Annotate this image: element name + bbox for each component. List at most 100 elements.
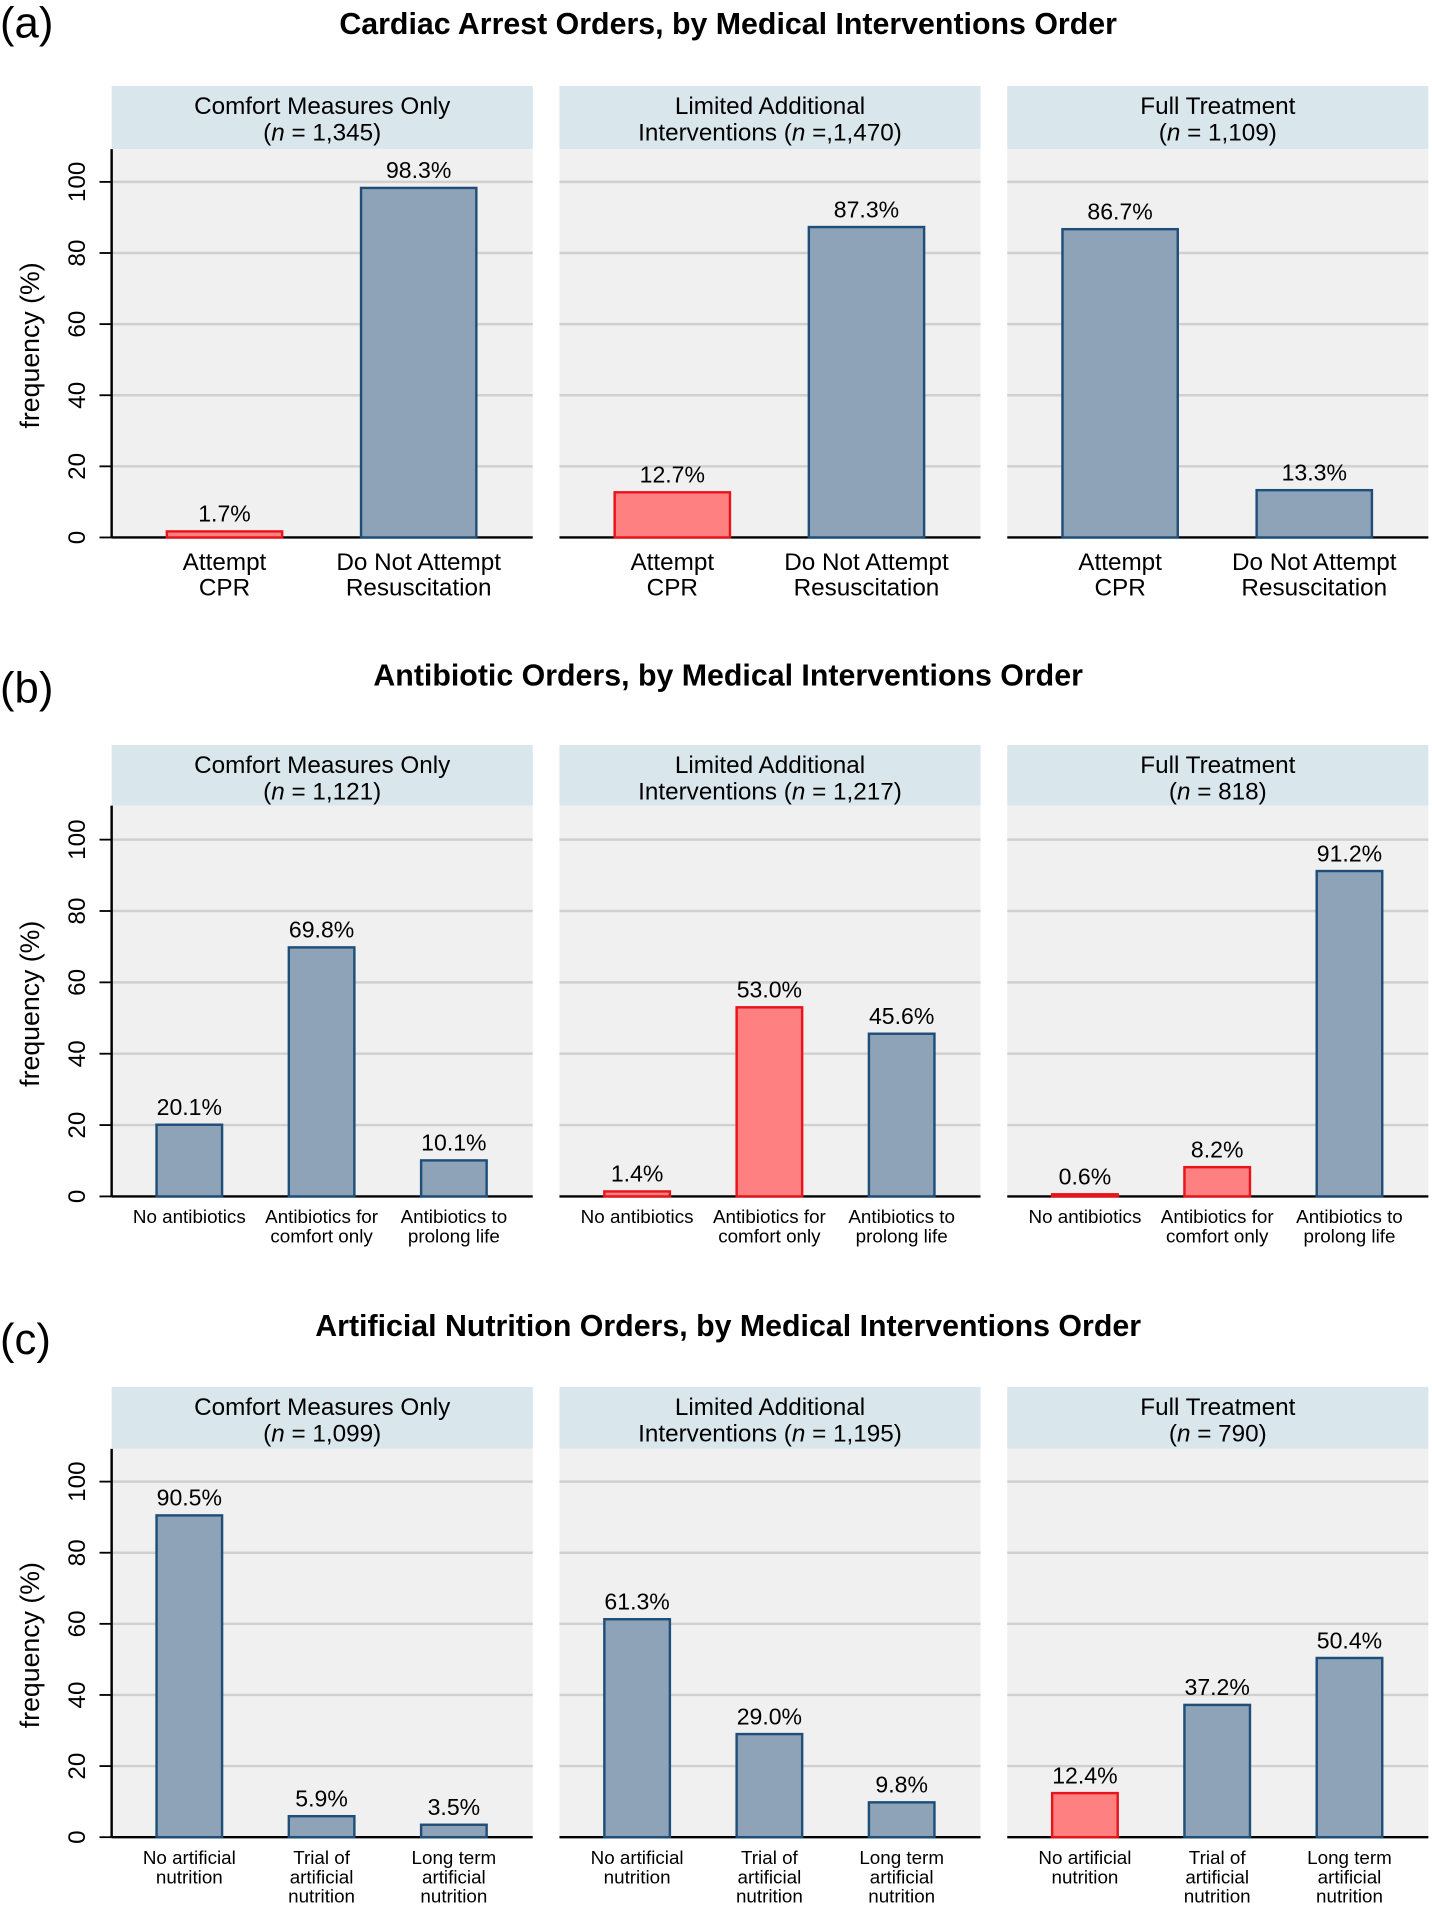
bar xyxy=(735,1006,804,1198)
panel: Comfort Measures Only(n = 1,121) 0 20 40 60 8… xyxy=(64,744,533,1247)
x-tick-label: artificial xyxy=(1185,1866,1249,1887)
x-tick-label: CPR xyxy=(647,575,698,602)
panel-subtitle: (n = 1,109) xyxy=(1159,120,1277,147)
x-tick-label: Long term xyxy=(859,1847,944,1868)
panel-header xyxy=(111,744,533,806)
x-tick-label: No antibiotics xyxy=(133,1206,246,1227)
n-value: = 1,099) xyxy=(285,1421,381,1448)
y-tick-label: 40 xyxy=(64,1040,91,1067)
data-label: 69.8% xyxy=(289,917,354,943)
x-tick-label: No antibiotics xyxy=(581,1206,694,1227)
n-value: = 790) xyxy=(1190,1421,1266,1448)
n-symbol: n xyxy=(271,1421,285,1448)
bar xyxy=(603,1618,672,1839)
panel: Full Treatment(n = 1,109) 86.7% AttemptCPR… xyxy=(1007,86,1429,602)
y-axis-label: frequency (%) xyxy=(15,1562,45,1728)
x-tick-label: Attempt xyxy=(1078,549,1162,576)
chart-title: Cardiac Arrest Orders, by Medical Interv… xyxy=(339,8,1117,41)
x-tick-label: comfort only xyxy=(270,1226,373,1247)
n-value: = 1,195) xyxy=(805,1421,901,1448)
x-tick-label: Antibiotics to xyxy=(1296,1206,1403,1227)
panel-title: Comfort Measures Only xyxy=(194,1394,451,1421)
bar xyxy=(1050,1193,1119,1198)
bar xyxy=(359,186,478,539)
chart-section-b: (b) Antibiotic Orders, by Medical Interve… xyxy=(0,660,1429,1247)
x-tick-label: artificial xyxy=(738,1866,802,1887)
y-tick-label: 100 xyxy=(64,162,91,203)
bar xyxy=(1050,1791,1119,1839)
data-label: 1.7% xyxy=(198,501,251,527)
x-tick-label: prolong life xyxy=(1303,1226,1395,1247)
panel-subtitle: (n = 818) xyxy=(1169,779,1267,806)
panel-header xyxy=(559,1386,981,1449)
n-value: = 1,109) xyxy=(1180,120,1276,147)
data-label: 45.6% xyxy=(869,1003,934,1029)
subtitle-prefix: Interventions ( xyxy=(638,1421,792,1448)
y-axis-label: frequency (%) xyxy=(15,921,45,1087)
data-label: 53.0% xyxy=(737,977,802,1003)
panel-title: Limited Additional xyxy=(675,1394,865,1421)
x-tick-label: Antibiotics for xyxy=(265,1206,378,1227)
x-tick-label: nutrition xyxy=(604,1866,671,1887)
x-tick-label: Antibiotics for xyxy=(1161,1206,1274,1227)
x-tick-label: artificial xyxy=(870,1866,934,1887)
bar xyxy=(419,1159,488,1198)
x-tick-label: artificial xyxy=(290,1866,354,1887)
x-tick-label: artificial xyxy=(1318,1866,1382,1887)
panel-subtitle: Interventions (n = 1,195) xyxy=(638,1421,902,1448)
y-tick-label: 20 xyxy=(64,1112,91,1139)
data-label: 50.4% xyxy=(1317,1627,1382,1653)
panel-title: Limited Additional xyxy=(675,752,865,779)
bar xyxy=(1183,1165,1252,1198)
panel-subtitle: (n = 790) xyxy=(1169,1421,1267,1448)
subtitle-prefix: ( xyxy=(1169,1421,1177,1448)
n-symbol: n xyxy=(271,779,285,806)
x-tick-label: nutrition xyxy=(1184,1886,1251,1905)
x-tick-label: Trial of xyxy=(741,1847,799,1868)
n-symbol: n xyxy=(1177,1421,1191,1448)
y-tick-label: 100 xyxy=(64,819,91,860)
panel: Full Treatment(n = 790) 12.4% No artificia… xyxy=(1007,1386,1429,1905)
y-tick-label: 60 xyxy=(64,1610,91,1637)
data-label: 13.3% xyxy=(1282,459,1347,485)
data-label: 98.3% xyxy=(386,157,451,183)
panel: Comfort Measures Only(n = 1,345) 0 20 40 60 8… xyxy=(64,86,533,602)
panel: Full Treatment(n = 818) 0.6% No antibiotic… xyxy=(1007,744,1429,1247)
panel-header xyxy=(1007,1386,1429,1449)
bar xyxy=(419,1823,488,1839)
x-tick-label: Antibiotics to xyxy=(848,1206,955,1227)
y-tick-label: 80 xyxy=(64,1539,91,1566)
bar xyxy=(1315,1656,1384,1839)
x-tick-label: artificial xyxy=(422,1866,486,1887)
x-tick-label: CPR xyxy=(1094,575,1145,602)
x-tick-label: nutrition xyxy=(868,1886,935,1905)
x-tick-label: Resuscitation xyxy=(346,575,492,602)
chart-title: Antibiotic Orders, by Medical Interventi… xyxy=(373,660,1083,693)
bar xyxy=(165,530,284,539)
panel-header xyxy=(1007,744,1429,806)
data-label: 86.7% xyxy=(1087,198,1152,224)
y-tick-label: 60 xyxy=(64,311,91,338)
bar xyxy=(867,1801,936,1839)
x-tick-label: No artificial xyxy=(143,1847,236,1868)
x-tick-label: Antibiotics for xyxy=(713,1206,826,1227)
y-tick-label: 0 xyxy=(64,1830,91,1843)
n-value: = 1,121) xyxy=(285,779,381,806)
subtitle-prefix: ( xyxy=(263,120,271,147)
bar xyxy=(603,1190,672,1198)
panel-subtitle: Interventions (n = 1,217) xyxy=(638,779,902,806)
n-value: =,1,470) xyxy=(805,120,901,147)
n-symbol: n xyxy=(271,120,285,147)
subtitle-prefix: ( xyxy=(263,779,271,806)
panel-title: Comfort Measures Only xyxy=(194,93,451,120)
x-tick-label: Do Not Attempt xyxy=(336,549,501,576)
panel-title: Full Treatment xyxy=(1140,752,1295,779)
chart-section-a: (a) Cardiac Arrest Orders, by Medical Int… xyxy=(0,0,1429,602)
n-symbol: n xyxy=(792,1421,806,1448)
x-tick-label: nutrition xyxy=(420,1886,487,1905)
data-label: 87.3% xyxy=(834,196,899,222)
bar xyxy=(867,1032,936,1198)
panel-title: Limited Additional xyxy=(675,93,865,120)
y-tick-label: 100 xyxy=(64,1461,91,1501)
